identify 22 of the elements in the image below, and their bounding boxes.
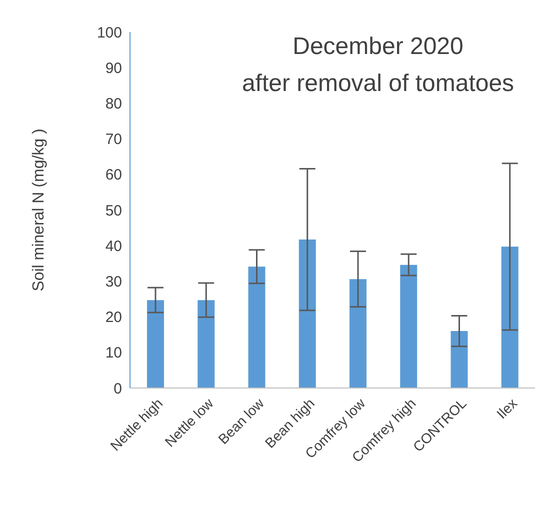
bar [501,246,518,388]
bar [248,266,266,388]
y-axis-title: Soil mineral N (mg/kg ) [30,128,48,292]
y-tick-label: 40 [105,238,122,255]
text: December 2020 after removal of tomatoes [240,32,516,99]
y-tick-label: 50 [105,202,122,220]
bar [298,240,316,388]
y-tick-label: 70 [105,131,122,148]
bar [147,300,164,388]
y-tick-label: 10 [105,344,122,362]
y-tick-label: 0 [114,380,122,398]
bar [400,264,418,388]
bar [198,300,215,388]
y-tick-label: 60 [105,166,122,184]
y-tick-label: 20 [105,309,122,326]
x-tick-label: Ilex [493,395,520,422]
y-tick-label: 80 [105,96,122,113]
bar [450,331,468,388]
bar [350,279,366,388]
y-tick-label: 90 [105,60,122,77]
y-tick-label: 100 [96,24,122,42]
y-tick-label: 30 [105,274,122,291]
